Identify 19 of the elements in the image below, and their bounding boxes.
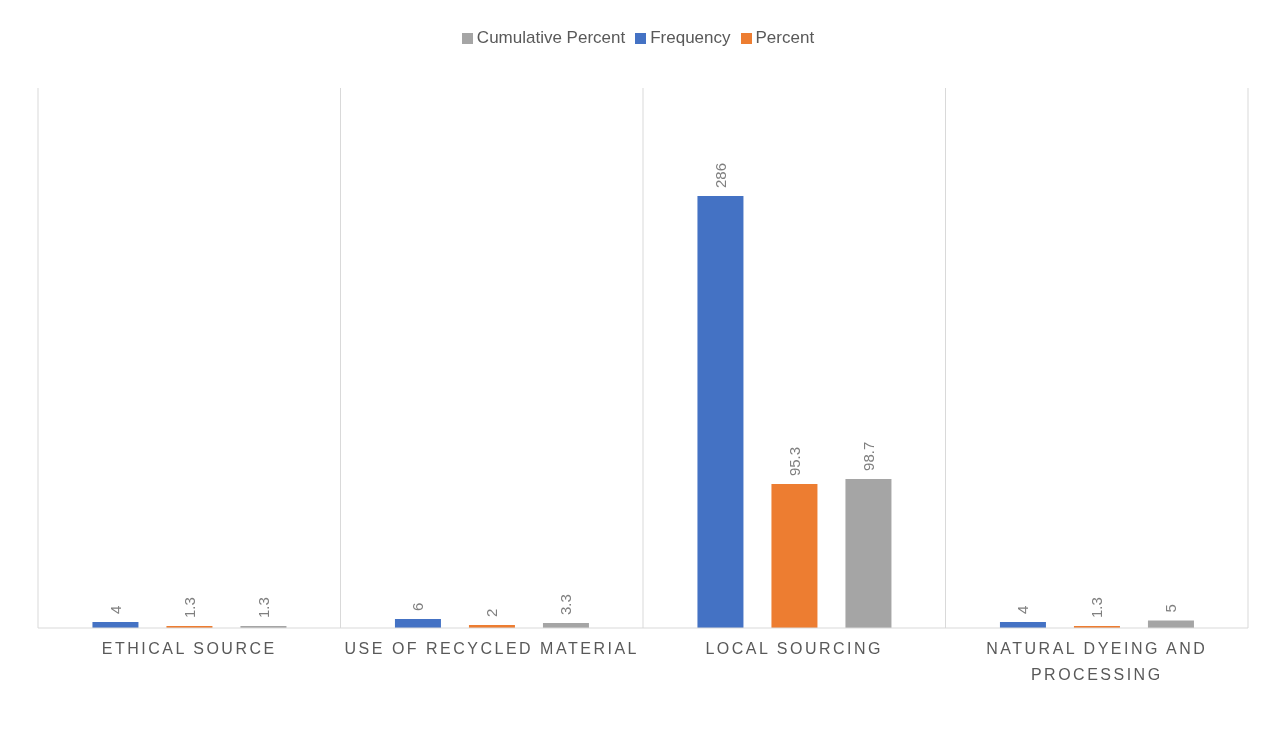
- data-label: 98.7: [859, 441, 877, 471]
- data-label: 1.3: [254, 597, 272, 619]
- data-label: 1.3: [180, 597, 198, 619]
- data-label: 95.3: [785, 446, 803, 477]
- data-label: 4: [1014, 605, 1032, 614]
- legend-label: Percent: [755, 28, 815, 47]
- data-label: 2: [483, 608, 501, 617]
- data-label: 6: [409, 602, 427, 611]
- x-tick-label: NATURAL DYEING AND PROCESSING: [986, 640, 1208, 683]
- data-label: 5: [1162, 604, 1180, 613]
- x-tick-label: USE OF RECYCLED MATERIAL: [344, 640, 639, 657]
- data-label: 3.3: [557, 594, 575, 616]
- x-tick-label: ETHICAL SOURCE: [101, 640, 277, 657]
- data-label: 286: [711, 162, 729, 188]
- data-label: 4: [106, 605, 124, 614]
- legend-label: Frequency: [650, 28, 731, 47]
- x-tick-label: LOCAL SOURCING: [705, 640, 884, 657]
- data-label: 1.3: [1088, 597, 1106, 619]
- legend-label: Cumulative Percent: [476, 28, 626, 47]
